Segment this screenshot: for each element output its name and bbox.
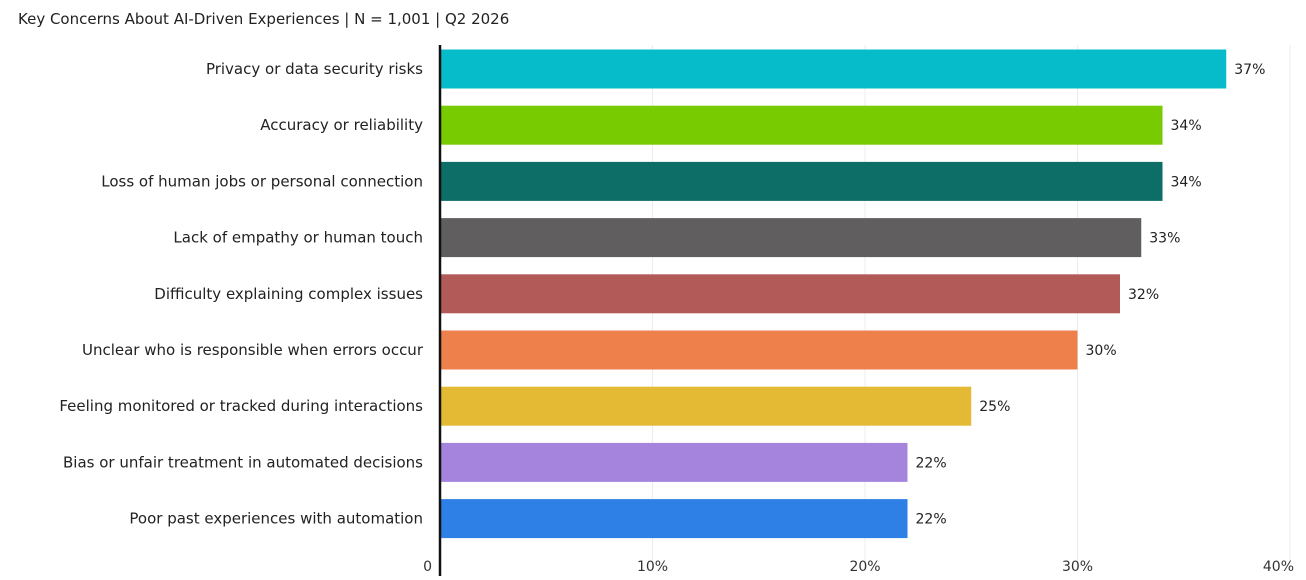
x-axis-ticks: 0 10% 20% 30% 40% [423,559,1294,575]
category-label: Loss of human jobs or personal connectio… [101,172,423,190]
data-label: 34% [1171,174,1202,190]
bar [440,161,1163,201]
x-tick-label: 10% [637,559,668,575]
bar [440,330,1078,370]
category-label: Feeling monitored or tracked during inte… [59,397,423,415]
x-tick-label: 20% [849,559,880,575]
bar [440,386,972,426]
category-label: Lack of empathy or human touch [173,229,423,247]
category-label: Unclear who is responsible when errors o… [82,341,424,359]
data-label: 22% [916,512,947,528]
bar [440,499,908,539]
data-label: 22% [916,455,947,471]
data-label: 32% [1128,287,1159,303]
value-labels: 37% 34% 34% 33% 32% 30% 25% 22% 22% [916,62,1266,528]
bar [440,105,1163,145]
bar [440,218,1142,258]
x-tick-label: 30% [1062,559,1093,575]
x-tick-label: 0 [423,559,432,575]
category-label: Privacy or data security risks [206,60,423,78]
data-label: 33% [1149,231,1180,247]
data-label: 25% [979,399,1010,415]
chart-title: Key Concerns About AI-Driven Experiences… [18,10,510,28]
category-label: Poor past experiences with automation [129,510,423,528]
category-label: Difficulty explaining complex issues [154,285,423,303]
category-label: Bias or unfair treatment in automated de… [63,453,423,471]
bar [440,274,1120,314]
category-label: Accuracy or reliability [260,116,423,134]
bars [440,49,1227,539]
data-label: 37% [1234,62,1265,78]
data-label: 30% [1086,343,1117,359]
bar [440,49,1227,89]
x-tick-label: 40% [1263,559,1294,575]
category-labels: Privacy or data security risks Accuracy o… [59,60,423,528]
bar [440,442,908,482]
data-label: 34% [1171,118,1202,134]
